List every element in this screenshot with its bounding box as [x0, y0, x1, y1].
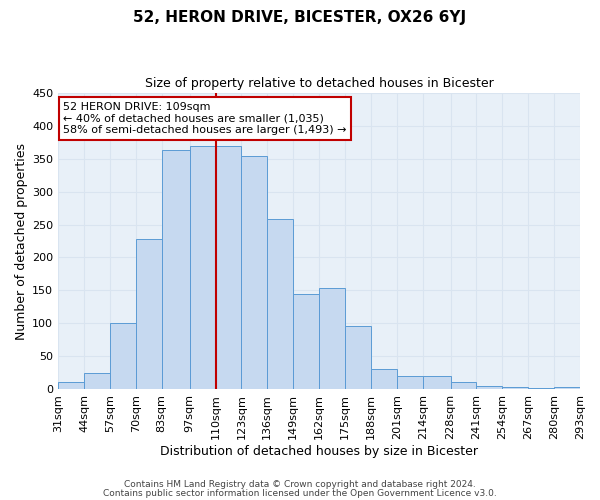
Bar [528, 388, 554, 389]
Bar [241, 156, 267, 389]
Text: Contains HM Land Registry data © Crown copyright and database right 2024.: Contains HM Land Registry data © Crown c… [124, 480, 476, 489]
Bar [215, 146, 241, 389]
Bar [451, 382, 476, 389]
Bar [136, 239, 162, 389]
Text: 52 HERON DRIVE: 109sqm
← 40% of detached houses are smaller (1,035)
58% of semi-: 52 HERON DRIVE: 109sqm ← 40% of detached… [64, 102, 347, 135]
Bar [397, 376, 422, 389]
Bar [422, 376, 451, 389]
Bar [267, 220, 293, 389]
Bar [554, 387, 580, 389]
Bar [502, 387, 528, 389]
Bar [110, 323, 136, 389]
Title: Size of property relative to detached houses in Bicester: Size of property relative to detached ho… [145, 78, 493, 90]
Y-axis label: Number of detached properties: Number of detached properties [15, 142, 28, 340]
Bar [293, 294, 319, 389]
Bar [162, 150, 190, 389]
Bar [345, 326, 371, 389]
Text: Contains public sector information licensed under the Open Government Licence v3: Contains public sector information licen… [103, 490, 497, 498]
Bar [476, 386, 502, 389]
Bar [190, 146, 215, 389]
Bar [319, 288, 345, 389]
Bar [84, 372, 110, 389]
X-axis label: Distribution of detached houses by size in Bicester: Distribution of detached houses by size … [160, 444, 478, 458]
Bar [58, 382, 84, 389]
Bar [371, 368, 397, 389]
Text: 52, HERON DRIVE, BICESTER, OX26 6YJ: 52, HERON DRIVE, BICESTER, OX26 6YJ [133, 10, 467, 25]
